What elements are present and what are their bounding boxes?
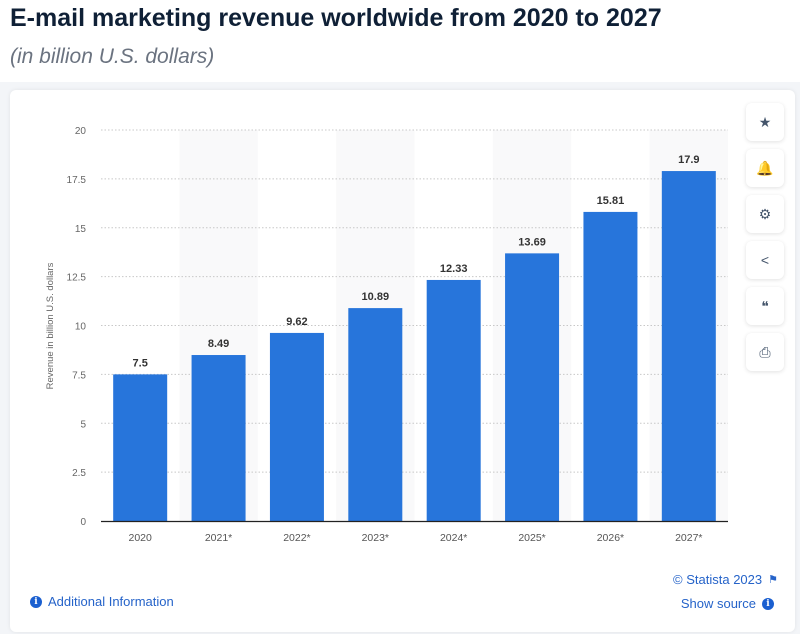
y-tick-label: 12.5 [67, 273, 87, 284]
x-tick-label: 2024* [440, 532, 467, 544]
bar [583, 211, 638, 522]
cite-button[interactable]: ❝ [746, 287, 784, 325]
y-axis-label: Revenue in billion U.S. dollars [45, 262, 56, 389]
bar [269, 332, 324, 521]
y-tick-label: 5 [80, 419, 86, 430]
y-tick-label: 2.5 [72, 468, 86, 479]
x-tick-label: 2023* [362, 532, 389, 544]
flag-icon: ⚑ [768, 574, 778, 586]
y-tick-label: 10 [75, 322, 87, 333]
star-icon: ★ [758, 113, 772, 130]
settings-button[interactable]: ⚙ [746, 195, 784, 233]
bar [113, 374, 168, 521]
favorite-button[interactable]: ★ [746, 103, 784, 141]
x-tick-label: 2027* [675, 532, 702, 544]
data-label: 8.49 [208, 338, 229, 350]
x-tick-label: 2025* [518, 532, 545, 544]
share-icon: < [760, 252, 770, 268]
data-label: 7.5 [133, 357, 148, 369]
print-button[interactable]: ⎙ [746, 333, 784, 371]
show-source-label: Show source [680, 596, 756, 611]
data-label: 15.81 [597, 195, 625, 207]
x-tick-label: 2021* [205, 532, 232, 544]
copyright[interactable]: © Statista 2023 ⚑ [673, 572, 778, 587]
y-tick-label: 15 [75, 224, 87, 235]
y-tick-label: 0 [80, 517, 86, 528]
data-label: 17.9 [678, 154, 699, 166]
notification-button[interactable]: 🔔 [746, 149, 784, 187]
bar [348, 308, 403, 521]
data-label: 10.89 [362, 291, 390, 303]
quote-icon: ❝ [761, 297, 769, 314]
additional-information-label: Additional Information [48, 594, 174, 609]
x-tick-label: 2022* [283, 532, 310, 544]
y-tick-label: 7.5 [72, 370, 86, 381]
data-label: 9.62 [286, 316, 307, 328]
copyright-label: © Statista 2023 [673, 572, 763, 587]
share-button[interactable]: < [746, 241, 784, 279]
page-title: E-mail marketing revenue worldwide from … [10, 4, 662, 32]
data-label: 12.33 [440, 263, 468, 275]
info-icon: i [762, 597, 774, 610]
bar [426, 279, 481, 521]
data-label: 13.69 [518, 236, 546, 248]
gear-icon: ⚙ [758, 205, 772, 222]
x-tick-label: 2026* [597, 532, 624, 544]
page-subtitle: (in billion U.S. dollars) [10, 45, 215, 68]
bar [661, 171, 716, 521]
additional-information-link[interactable]: i Additional Information [30, 594, 174, 609]
info-icon: i [30, 595, 42, 608]
y-tick-label: 20 [75, 126, 87, 137]
y-tick-label: 17.5 [67, 175, 87, 186]
bar [191, 355, 246, 521]
bar [505, 253, 560, 521]
show-source-link[interactable]: Show source i [681, 596, 774, 611]
printer-icon: ⎙ [759, 343, 771, 360]
x-tick-label: 2020 [129, 532, 153, 544]
bell-icon: 🔔 [756, 159, 774, 176]
